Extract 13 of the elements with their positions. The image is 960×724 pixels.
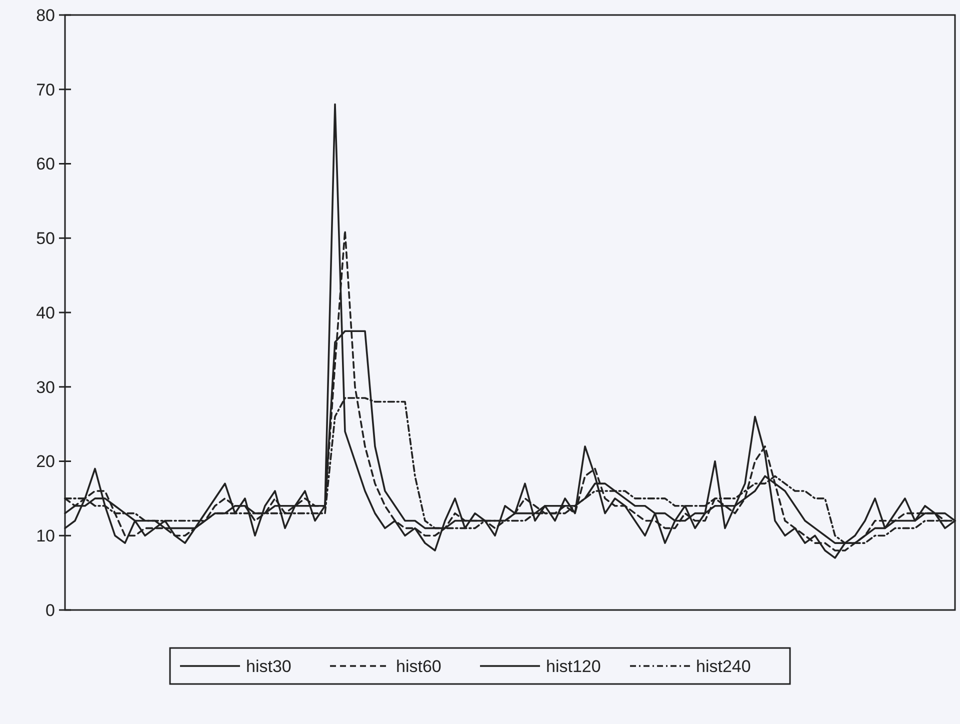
y-tick-label: 80 (36, 6, 55, 25)
y-tick-label: 60 (36, 154, 55, 174)
y-tick-label: 10 (36, 526, 55, 546)
legend-label: hist30 (246, 656, 292, 676)
y-tick-label: 40 (36, 303, 55, 322)
legend-label: hist60 (396, 656, 442, 676)
y-tick-label: 30 (36, 378, 55, 397)
y-tick-label: 50 (36, 229, 55, 248)
y-tick-label: 70 (36, 80, 55, 100)
y-tick-label: 20 (36, 452, 55, 472)
y-tick-label: 0 (46, 600, 55, 620)
legend-label: hist240 (696, 656, 751, 676)
legend-label: hist120 (546, 656, 601, 676)
